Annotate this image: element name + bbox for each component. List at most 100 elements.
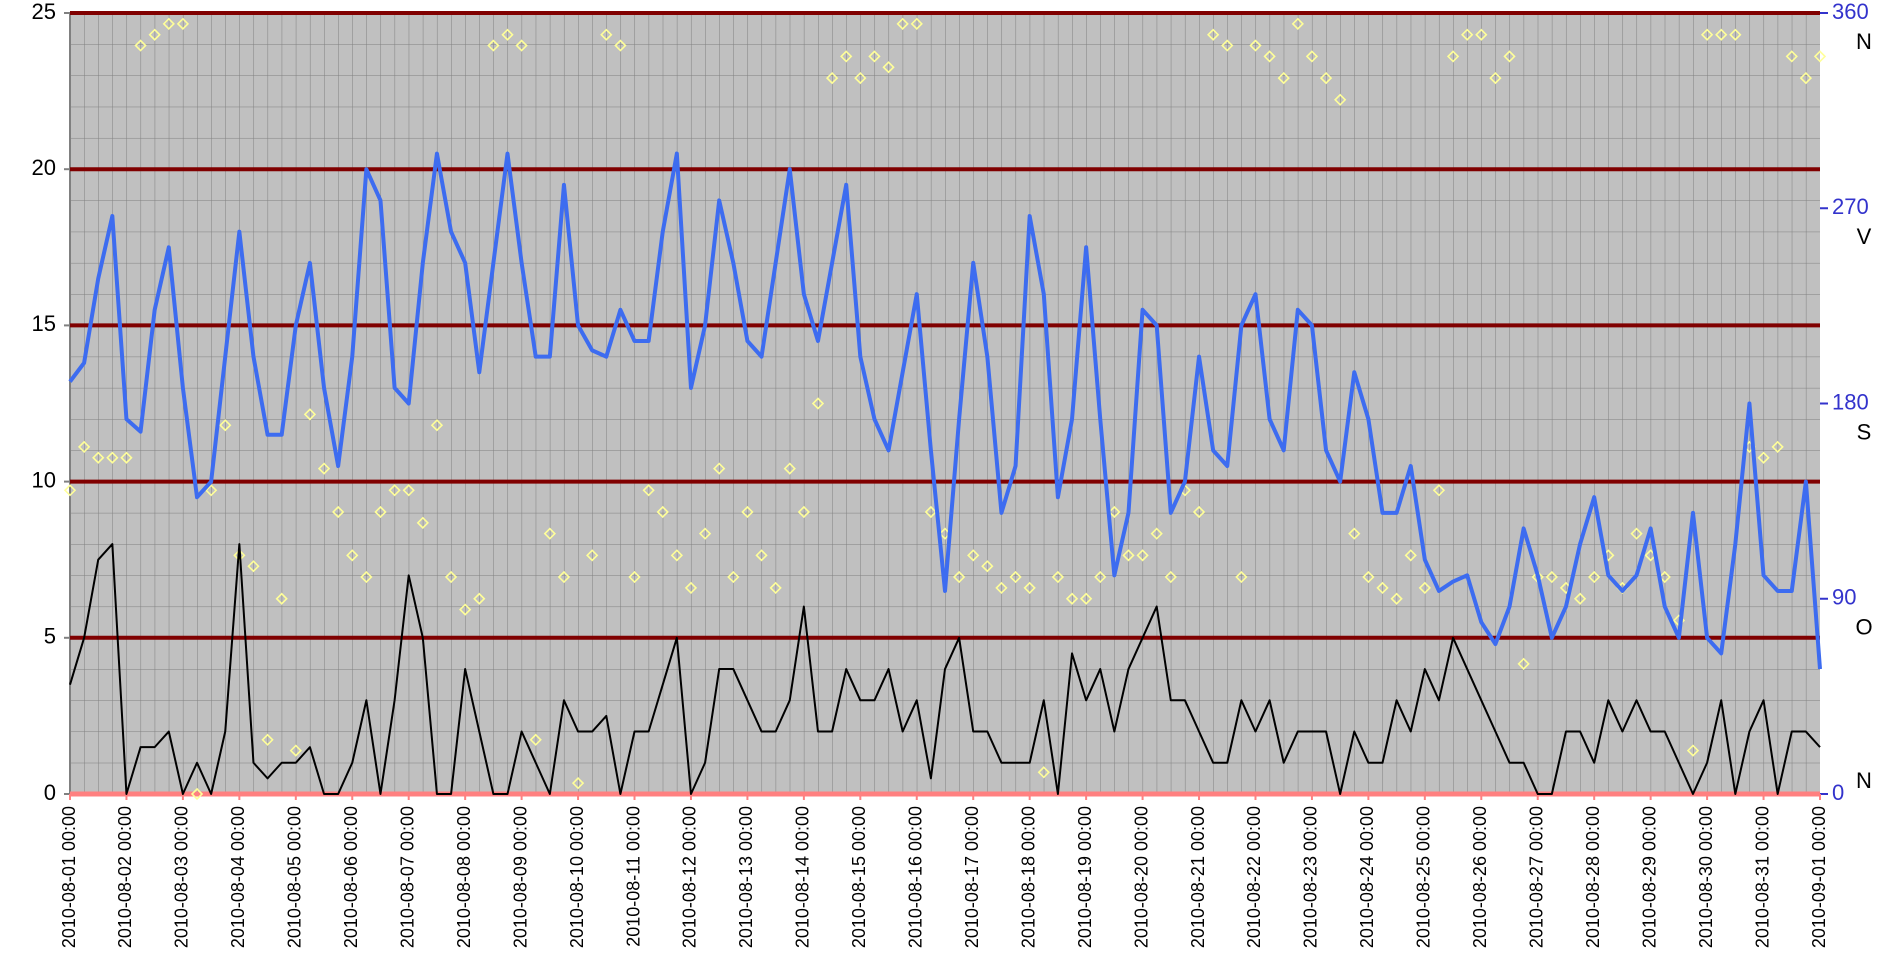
diamond-marker xyxy=(698,527,712,540)
diamond-marker xyxy=(374,505,387,519)
compass-label: S xyxy=(1857,419,1872,444)
diamond-marker xyxy=(1023,581,1036,595)
diamond-marker xyxy=(1009,570,1022,584)
diamond-marker xyxy=(571,777,585,790)
y-tick-label: 20 xyxy=(32,155,56,180)
x-tick-label: 2010-08-20 00:00 xyxy=(1131,806,1151,948)
diamond-marker xyxy=(1065,592,1079,605)
diamond-marker xyxy=(1813,50,1827,63)
diamond-marker xyxy=(1517,657,1530,670)
x-tick-label: 2010-08-07 00:00 xyxy=(397,806,417,948)
x-tick-label: 2010-08-26 00:00 xyxy=(1470,806,1490,948)
diamond-marker xyxy=(303,408,317,421)
diamond-marker xyxy=(1376,581,1389,595)
x-tick-label: 2010-08-09 00:00 xyxy=(510,806,530,948)
diamond-marker xyxy=(755,549,768,562)
compass-label: O xyxy=(1855,615,1872,640)
diamond-marker xyxy=(1785,50,1798,63)
y-tick-label: 10 xyxy=(32,467,56,492)
diamond-marker xyxy=(1051,570,1065,584)
diamond-marker xyxy=(176,17,190,30)
diamond-marker xyxy=(247,560,260,573)
x-tick-label: 2010-08-15 00:00 xyxy=(849,806,869,948)
x-tick-label: 2010-08-21 00:00 xyxy=(1188,806,1208,948)
x-tick-label: 2010-08-05 00:00 xyxy=(285,806,305,948)
diamond-marker xyxy=(402,484,415,497)
diamond-marker xyxy=(1461,28,1474,41)
y2-tick-label: 360 xyxy=(1832,0,1869,24)
x-tick-label: 2010-09-01 00:00 xyxy=(1809,806,1829,948)
diamond-marker xyxy=(1799,71,1813,85)
x-tick-label: 2010-08-06 00:00 xyxy=(341,806,361,948)
diamond-marker xyxy=(924,505,938,519)
diamond-marker xyxy=(106,451,119,464)
diamond-marker xyxy=(1390,592,1403,605)
diamond-marker xyxy=(1277,71,1290,85)
diamond-marker xyxy=(1037,766,1050,779)
diamond-marker xyxy=(684,581,698,595)
diamond-marker xyxy=(1729,28,1742,41)
diamond-marker xyxy=(92,451,105,464)
diamond-marker xyxy=(1757,451,1770,464)
diamond-marker xyxy=(628,570,641,584)
x-tick-label: 2010-08-22 00:00 xyxy=(1244,806,1264,948)
y2-tick-label: 270 xyxy=(1832,194,1869,219)
x-tick-label: 2010-08-17 00:00 xyxy=(962,806,982,948)
diamond-marker xyxy=(487,39,500,52)
compass-label: N xyxy=(1856,29,1872,54)
diamond-marker xyxy=(190,787,204,801)
diamond-marker xyxy=(289,744,302,757)
diamond-marker xyxy=(473,592,486,605)
diamond-marker xyxy=(346,549,359,562)
diamond-marker xyxy=(388,484,401,497)
y2-tick-label: 180 xyxy=(1832,389,1869,414)
x-tick-label: 2010-08-31 00:00 xyxy=(1752,806,1772,948)
diamond-marker xyxy=(557,570,571,584)
diamond-marker xyxy=(1094,570,1107,584)
x-tick-label: 2010-08-29 00:00 xyxy=(1639,806,1659,948)
diamond-marker xyxy=(416,516,429,529)
diamond-marker xyxy=(1700,28,1714,41)
diamond-marker xyxy=(63,484,77,497)
x-tick-label: 2010-08-14 00:00 xyxy=(793,806,813,948)
diamond-marker xyxy=(1588,570,1601,584)
diamond-marker xyxy=(120,451,133,464)
diamond-marker xyxy=(1446,50,1460,63)
x-tick-label: 2010-08-03 00:00 xyxy=(172,806,192,948)
diamond-marker xyxy=(360,570,373,584)
diamond-marker xyxy=(1348,527,1361,540)
x-tick-label: 2010-08-30 00:00 xyxy=(1696,806,1716,948)
diamond-marker xyxy=(332,505,345,519)
diamond-marker xyxy=(854,71,867,85)
diamond-marker xyxy=(1771,440,1784,454)
diamond-marker xyxy=(952,570,966,584)
diamond-marker xyxy=(586,549,599,562)
compass-label: V xyxy=(1857,224,1872,249)
diamond-marker xyxy=(967,549,980,562)
diamond-marker xyxy=(459,603,472,616)
diamond-marker xyxy=(148,28,161,41)
compass-label: N xyxy=(1856,768,1872,793)
diamond-marker xyxy=(1404,549,1417,562)
diamond-marker xyxy=(670,549,683,562)
diamond-marker xyxy=(1235,570,1248,584)
diamond-marker xyxy=(1207,28,1220,41)
data-line xyxy=(68,151,1822,670)
x-tick-label: 2010-08-23 00:00 xyxy=(1301,806,1321,948)
diamond-marker xyxy=(1079,592,1093,605)
diamond-marker xyxy=(77,440,91,454)
diamond-marker xyxy=(642,484,655,497)
diamond-marker xyxy=(1475,28,1488,41)
diamond-marker xyxy=(1432,484,1446,497)
diamond-marker xyxy=(727,570,740,584)
y-tick-label: 0 xyxy=(44,780,56,805)
diamond-marker xyxy=(713,462,726,475)
diamond-marker xyxy=(1573,592,1587,605)
diamond-marker xyxy=(1319,71,1333,85)
diamond-marker xyxy=(1108,505,1121,519)
data-line xyxy=(69,543,1821,795)
x-tick-label: 2010-08-01 00:00 xyxy=(59,806,79,948)
diamond-marker xyxy=(1630,527,1643,540)
diamond-marker xyxy=(233,549,246,562)
